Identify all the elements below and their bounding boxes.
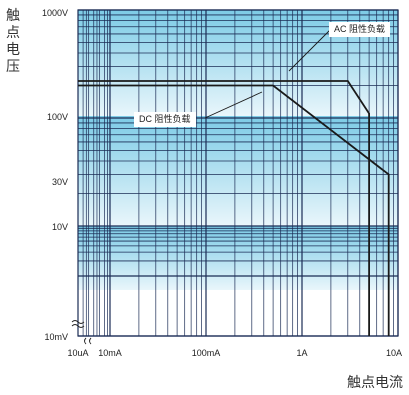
dc-series-label: DC 阻性负载 <box>134 112 196 127</box>
y-axis-title: 触点电压 <box>6 8 20 75</box>
series-line-dc <box>78 84 390 336</box>
dc-callout-leader <box>204 91 263 119</box>
y-tick-label: 10mV <box>44 332 68 342</box>
x-tick-label: 10uA <box>67 348 88 358</box>
y-tick-label: 30V <box>52 177 68 187</box>
ac-series-label: AC 阻性负载 <box>329 22 391 37</box>
x-tick-label: 10A <box>386 348 402 358</box>
y-tick-label: 1000V <box>42 8 68 18</box>
series-line-ac <box>78 80 371 336</box>
plot-frame <box>77 9 399 337</box>
ac-callout-leader <box>288 29 331 72</box>
x-axis-title: 触点电流 <box>347 375 403 391</box>
y-tick-label: 100V <box>47 112 68 122</box>
y-axis-break <box>71 320 85 328</box>
band-2 <box>78 226 398 290</box>
x-tick-label: 10mA <box>98 348 122 358</box>
x-axis-break <box>84 337 92 345</box>
x-tick-label: 100mA <box>192 348 221 358</box>
y-tick-label: 10V <box>52 222 68 232</box>
band-1 <box>78 116 398 226</box>
x-tick-label: 1A <box>296 348 307 358</box>
